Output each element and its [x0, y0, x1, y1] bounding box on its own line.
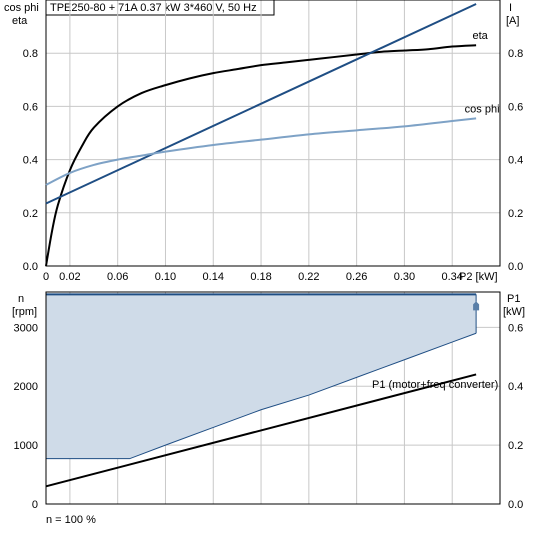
bottom-left-tick-label: 2000	[14, 381, 38, 393]
bottom-left-tick-label: 3000	[14, 322, 38, 334]
chart-header-title: TPE250-80 + 71A 0.37 kW 3*460 V, 50 Hz	[50, 2, 257, 14]
top-x-tick-label: 0.02	[59, 271, 80, 283]
bottom-left-tick-label: 1000	[14, 440, 38, 452]
series-line-cos-phi	[45, 117, 477, 186]
speed-range-lower-line	[46, 332, 477, 460]
bottom-right-tick-label: 0.0	[508, 499, 523, 511]
top-x-tick-label: 0.30	[394, 271, 415, 283]
bottom-left-tick-label: 0	[32, 499, 38, 511]
top-x-tick-label: 0.26	[346, 271, 367, 283]
top-x-tick-label: 0.14	[203, 271, 224, 283]
top-x-tick-label: 0.18	[250, 271, 271, 283]
series-label-I: I	[483, 0, 486, 3]
top-x-tick-label: 0.10	[155, 271, 176, 283]
bottom-plot: P1 (motor+freq converter) 0 1000 2000 3000 0.…	[14, 291, 523, 511]
bottom-left-axis-label-2: [rpm]	[12, 306, 37, 318]
top-plot-frame	[45, 0, 501, 267]
top-left-tick-label: 0.0	[23, 261, 38, 273]
bottom-right-tick-label: 0.2	[508, 440, 523, 452]
top-left-tick-label: 0.6	[23, 101, 38, 113]
top-right-tick-label: 0.4	[508, 155, 523, 167]
top-left-axis-label-2: eta	[12, 15, 28, 27]
series-label-cos-phi: cos phi	[465, 103, 500, 115]
series-line-P1	[45, 373, 477, 488]
series-line-I	[45, 3, 477, 205]
top-right-tick-label: 0.2	[508, 208, 523, 220]
bottom-right-tick-label: 0.6	[508, 322, 523, 334]
bottom-right-axis-label-1: P1	[507, 293, 520, 305]
top-left-axis-label-1: cos phi	[4, 2, 39, 14]
footer-note: n = 100 %	[46, 514, 96, 526]
top-right-axis-label-1: I	[509, 2, 512, 14]
x-axis-label: P2 [kW]	[459, 271, 498, 283]
top-left-tick-label: 0.2	[23, 208, 38, 220]
top-x-tick-label: 0.22	[298, 271, 319, 283]
top-x-tick-label: 0.34	[441, 271, 462, 283]
top-x-tick-label: 0.06	[107, 271, 128, 283]
top-left-tick-label: 0.8	[23, 48, 38, 60]
speed-marker-icon	[473, 301, 480, 311]
series-line-eta	[45, 44, 477, 267]
series-label-eta: eta	[472, 30, 488, 42]
bottom-right-axis-label-2: [kW]	[503, 306, 525, 318]
series-label-P1: P1 (motor+freq converter)	[372, 379, 498, 391]
top-left-tick-label: 0.4	[23, 155, 38, 167]
top-right-tick-label: 0.0	[508, 261, 523, 273]
speed-range-area	[46, 294, 477, 459]
top-x-tick-label: 0	[43, 271, 49, 283]
bottom-left-axis-label-1: n	[18, 293, 24, 305]
top-right-axis-label-2: [A]	[506, 15, 519, 27]
top-right-tick-label: 0.8	[508, 48, 523, 60]
bottom-plot-frame	[45, 291, 501, 505]
top-right-tick-label: 0.6	[508, 101, 523, 113]
bottom-right-tick-label: 0.4	[508, 381, 523, 393]
top-plot: 0 0.02 0.06 0.10 0.14 0.18 0.22 0.26 0.30 0.34 0.0…	[23, 0, 523, 283]
